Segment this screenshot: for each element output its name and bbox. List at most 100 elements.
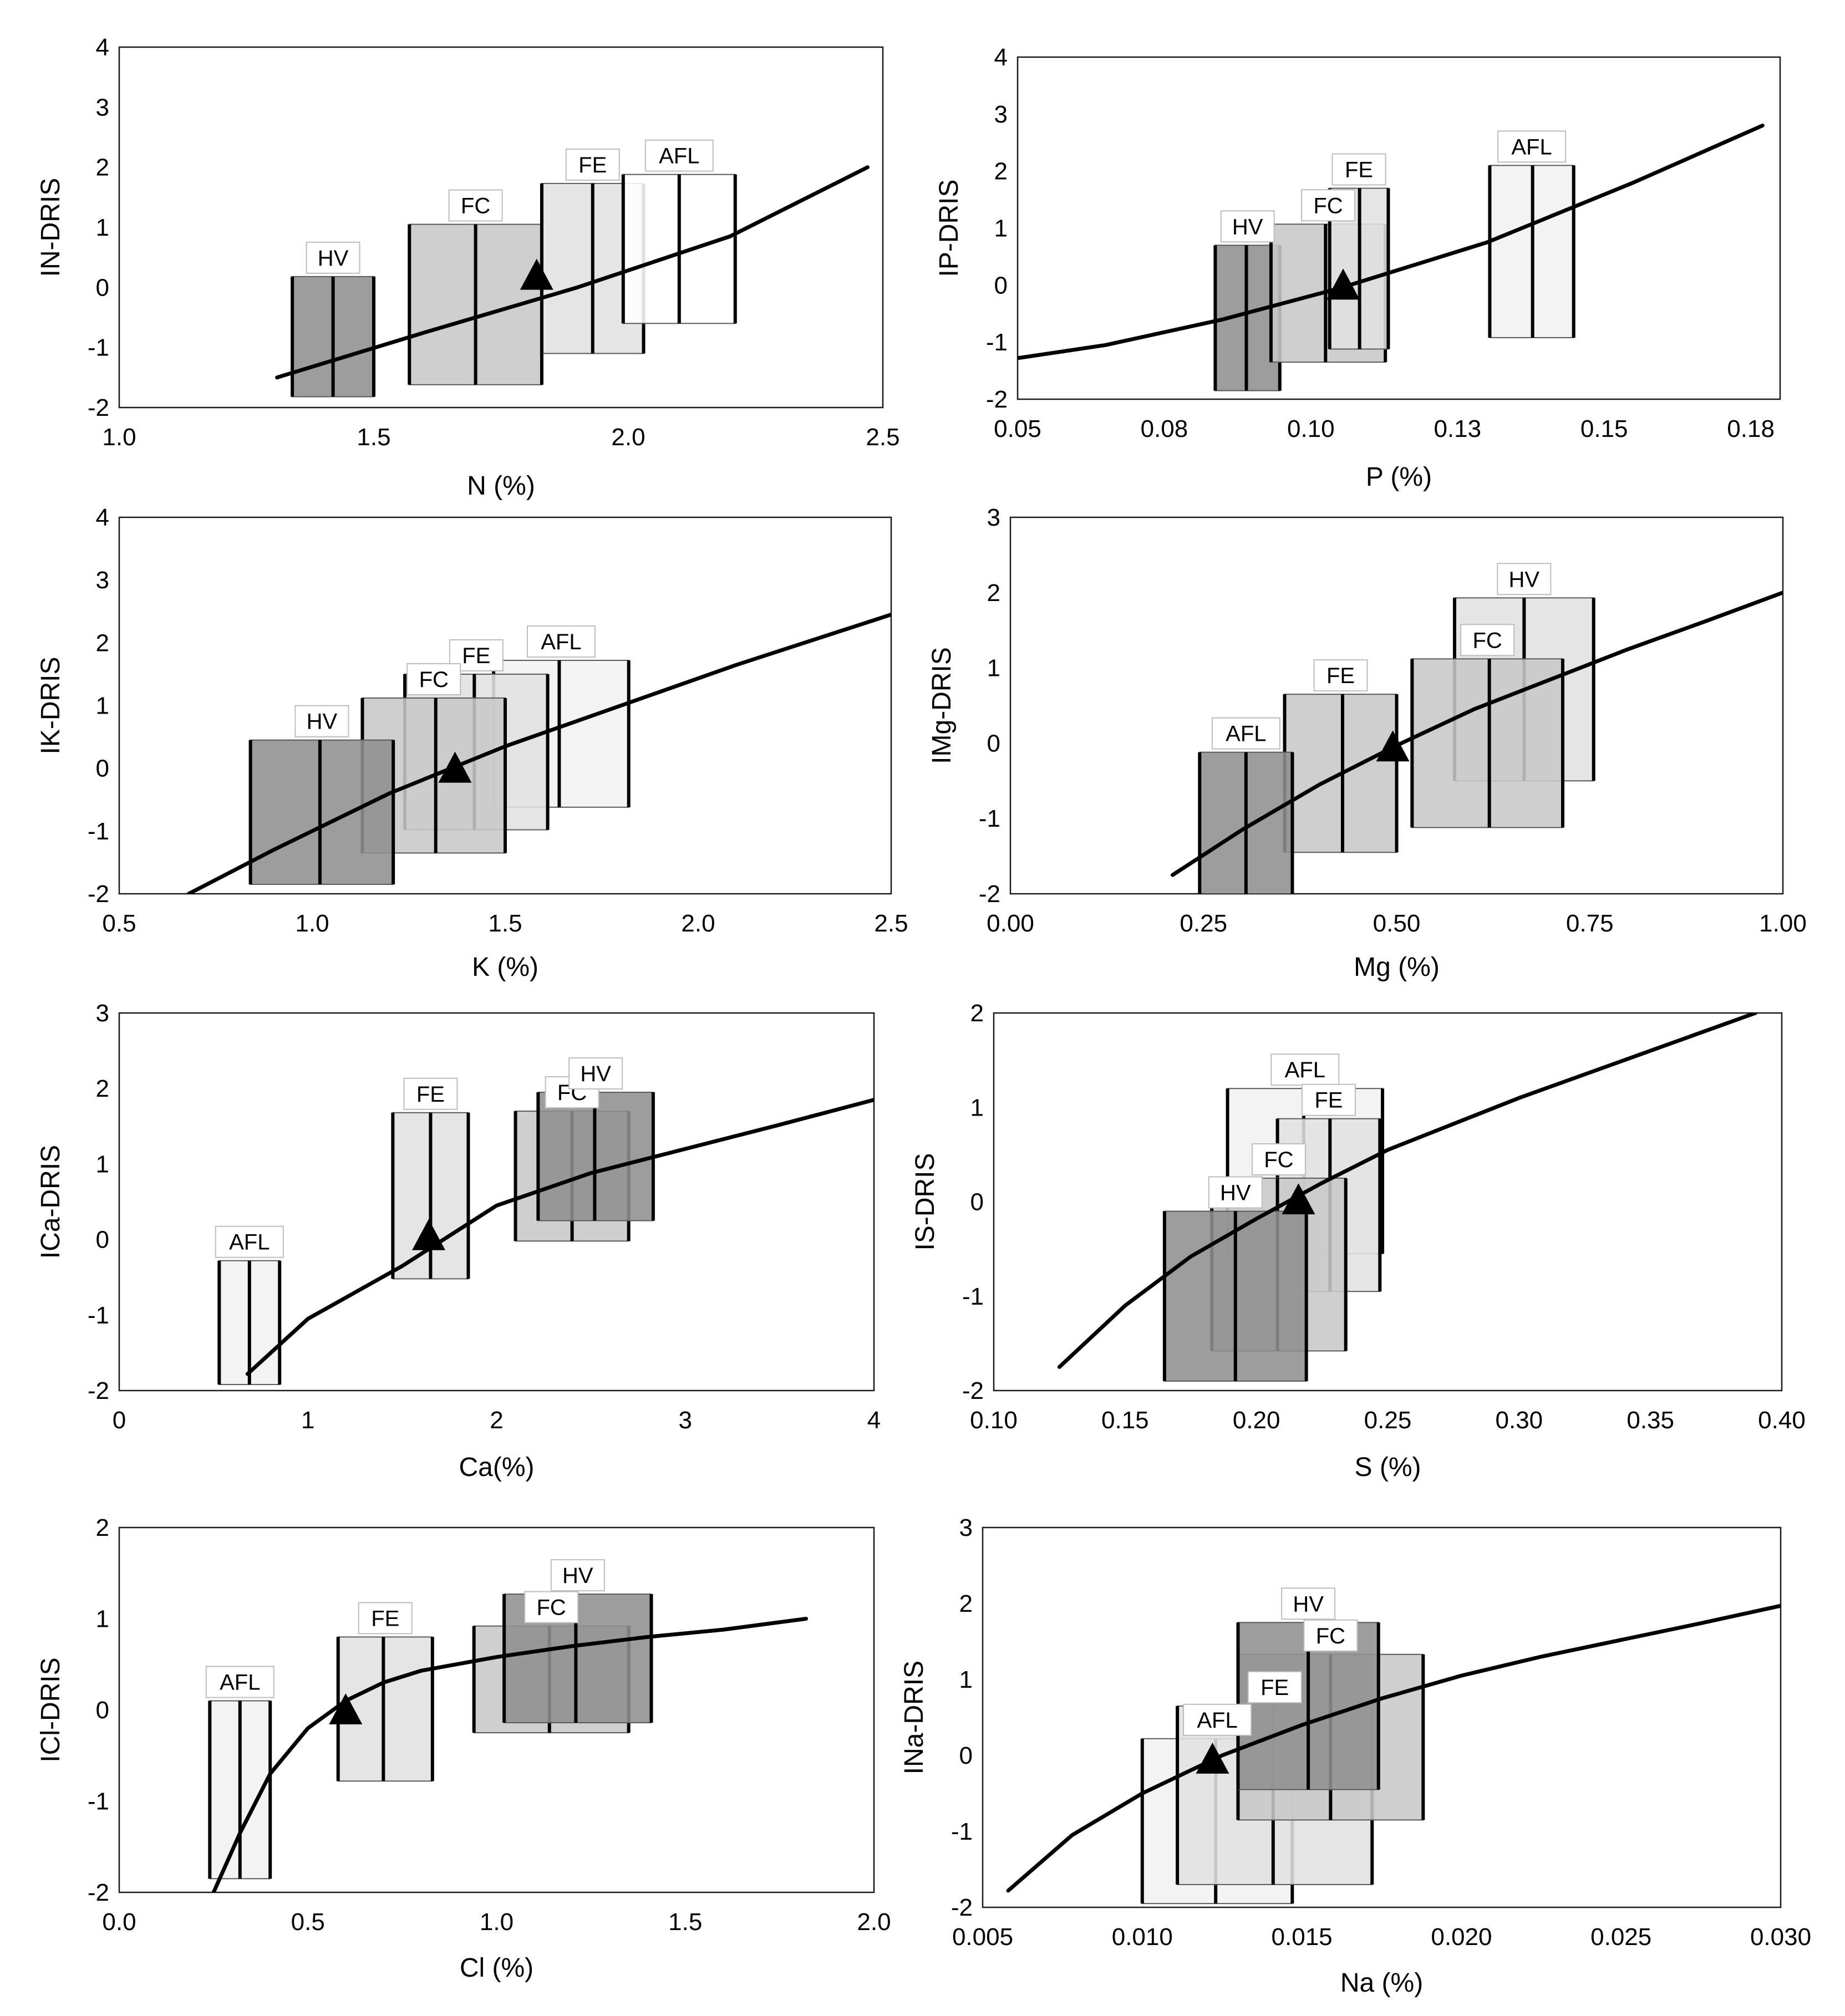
response-curve	[1057, 1013, 1758, 1369]
x-tick-label: 3	[679, 1407, 692, 1434]
y-axis-label: IMg-DRIS	[927, 647, 957, 764]
y-tick-label: 1	[96, 693, 109, 720]
x-tick-label: 2.0	[681, 910, 715, 937]
y-tick-label: -1	[979, 805, 1000, 832]
box-label-bg	[1270, 1053, 1340, 1086]
y-tick-label: 0	[96, 1697, 109, 1724]
y-tick-label: 2	[970, 1000, 984, 1027]
box-label-bg	[1247, 1671, 1302, 1703]
box-label-bg	[215, 1225, 284, 1258]
x-tick-label: 0.75	[1566, 910, 1614, 937]
x-tick-label: 1.0	[102, 424, 136, 451]
x-tick-label: 0.025	[1590, 1923, 1651, 1951]
chart-panel-2: -2 -1 0 1 2 3 4 0.05 0.08 0.10 0.13 0.15 0.18 P (%) IP…	[934, 44, 1781, 492]
y-tick-label: 3	[994, 101, 1008, 128]
y-tick-label: 0	[96, 1226, 109, 1254]
x-axis-label: N (%)	[467, 471, 535, 501]
x-tick-label: 1.00	[1759, 910, 1807, 937]
y-tick-label: 3	[96, 567, 109, 594]
y-tick-label: 1	[96, 1606, 109, 1633]
box-label-hv: HV	[1293, 1592, 1324, 1616]
y-tick-label: 3	[959, 1514, 973, 1541]
y-tick-label: 0	[987, 730, 1000, 757]
plot-area	[993, 1012, 1783, 1392]
box-label-fc: FC	[419, 668, 449, 692]
plot-area	[118, 1526, 875, 1893]
x-tick-label: 2.5	[874, 910, 908, 937]
x-tick-label: 0.25	[1180, 910, 1227, 937]
y-tick-label: -1	[88, 334, 109, 362]
x-tick-label: 1	[301, 1407, 314, 1434]
box-label-bg	[294, 705, 349, 737]
x-tick-label: 0.010	[1112, 1923, 1173, 1951]
box-label-fc: FC	[1316, 1624, 1345, 1648]
box-label-bg	[205, 1666, 275, 1698]
x-tick-label: 1.5	[357, 424, 390, 451]
chart-panel-1: -2 -1 0 1 2 3 4 1.0 1.5 2.0 2.5 N (%) IN-DRIS HV FC FE A…	[36, 34, 900, 501]
y-tick-label: -1	[951, 1818, 973, 1845]
box-label-bg	[550, 1559, 605, 1592]
y-tick-label: 0	[96, 755, 109, 782]
response-curve	[211, 1617, 809, 1892]
box-label-fe: FE	[1261, 1676, 1289, 1700]
box-label-bg	[1208, 1176, 1263, 1209]
plot-area	[982, 1526, 1782, 1908]
response-curve	[275, 165, 870, 380]
y-tick-label: 2	[987, 579, 1000, 607]
box-label-fe: FE	[578, 153, 607, 177]
y-tick-label: 0	[970, 1189, 984, 1216]
box-label-bg	[526, 625, 596, 658]
y-tick-label: 0	[96, 274, 109, 301]
x-tick-label: 0.10	[970, 1407, 1018, 1434]
chart-panel-8: -2 -1 0 1 2 3 0.005 0.010 0.015 0.020 0.025 0.030 Na…	[899, 1514, 1811, 1998]
plot-area	[118, 46, 884, 409]
box-label-bg	[1281, 1587, 1336, 1620]
x-axis-label: Cl (%)	[460, 1953, 533, 1983]
y-axis-label: IP-DRIS	[934, 179, 964, 277]
chart-panel-3: -2 -1 0 1 2 3 4 0.5 1.0 1.5 2.0 2.5 K (%) IK-DRIS AFL F…	[36, 504, 908, 982]
y-axis-label: ICl-DRIS	[36, 1657, 65, 1762]
y-tick-label: 1	[959, 1666, 973, 1693]
box-label-bg	[565, 148, 620, 181]
box-label-hv: HV	[562, 1564, 593, 1588]
y-tick-label: -1	[88, 818, 109, 845]
box-label-afl: AFL	[1511, 135, 1552, 159]
x-tick-label: 2.5	[866, 424, 899, 451]
optimum-marker	[329, 1693, 363, 1724]
box-label-fe: FE	[371, 1606, 399, 1631]
box-label-bg	[1220, 210, 1275, 243]
x-tick-label: 2.0	[611, 424, 645, 451]
box-label-afl: AFL	[229, 1230, 270, 1255]
y-tick-label: 0	[994, 272, 1008, 299]
box-label-hv: HV	[1220, 1181, 1251, 1205]
y-tick-label: 2	[96, 1514, 109, 1541]
optimum-marker	[1196, 1742, 1229, 1774]
box-label-bg	[1251, 1143, 1306, 1175]
plot-area	[118, 1012, 875, 1392]
y-tick-label: 4	[994, 44, 1008, 71]
box-label-bg	[1303, 1619, 1358, 1652]
y-tick-label: 1	[96, 214, 109, 241]
chart-panel-6: -2 -1 0 1 2 0.10 0.15 0.20 0.25 0.30 0.35 0.40 S (%)…	[911, 1000, 1806, 1482]
x-tick-label: 0.005	[952, 1923, 1013, 1951]
box-label-bg	[403, 1077, 458, 1110]
x-tick-label: 0.0	[102, 1908, 136, 1936]
x-tick-label: 0.5	[102, 910, 136, 937]
x-tick-label: 0.5	[291, 1908, 325, 1936]
box-label-afl: AFL	[541, 630, 581, 654]
x-axis-label: P (%)	[1366, 462, 1432, 492]
box-label-bg	[644, 139, 714, 172]
box-label-afl: AFL	[1285, 1058, 1325, 1082]
box-label-afl: AFL	[1197, 1708, 1237, 1733]
x-tick-label: 0.015	[1272, 1923, 1333, 1951]
plot-area	[1009, 516, 1784, 895]
x-tick-label: 0.030	[1750, 1923, 1811, 1951]
response-curve	[1171, 590, 1783, 877]
box-label-bg	[1460, 624, 1515, 656]
y-tick-label: -1	[88, 1788, 109, 1815]
box-label-fc: FC	[1313, 194, 1343, 218]
box-label-bg	[358, 1602, 413, 1635]
x-tick-label: 1.0	[480, 1908, 514, 1936]
x-tick-label: 0.13	[1434, 415, 1481, 442]
box-label-fe: FE	[1345, 158, 1373, 182]
